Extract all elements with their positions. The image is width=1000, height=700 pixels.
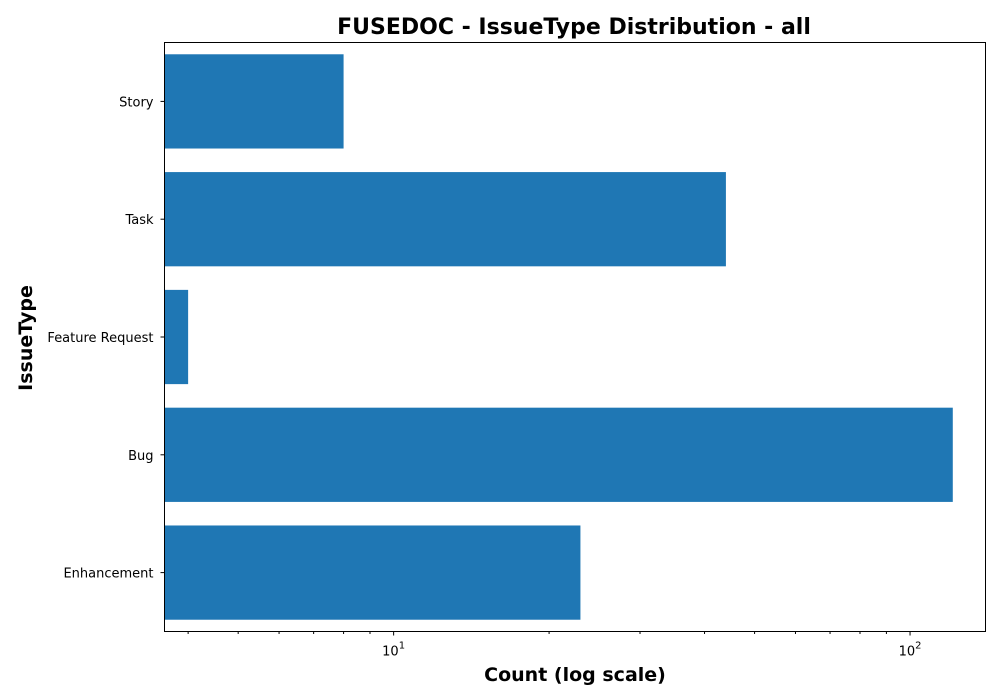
chart-title: FUSEDOC - IssueType Distribution - all [337,15,811,40]
bar-task [164,172,726,267]
bar-enhancement [164,525,581,620]
bar-bug [164,407,953,502]
x-tick-label: 101 [382,641,405,660]
y-axis-label: IssueType [15,285,37,391]
y-tick-label: Enhancement [63,567,153,582]
y-tick-label: Bug [128,449,153,464]
y-tick-label: Story [119,95,154,110]
plot-frame [164,42,986,632]
bar-story [164,54,344,149]
x-ticks-group: 101 102 [187,631,922,660]
y-tick-label: Feature Request [47,331,153,346]
y-tick-label: Task [124,213,154,228]
bar-feature-request [164,289,189,385]
y-ticks-group: Story Task Feature Request Bug Enhancement [47,95,165,582]
bars-group [164,54,953,620]
x-tick-label: 102 [899,641,922,660]
x-axis-label: Count (log scale) [484,664,666,686]
